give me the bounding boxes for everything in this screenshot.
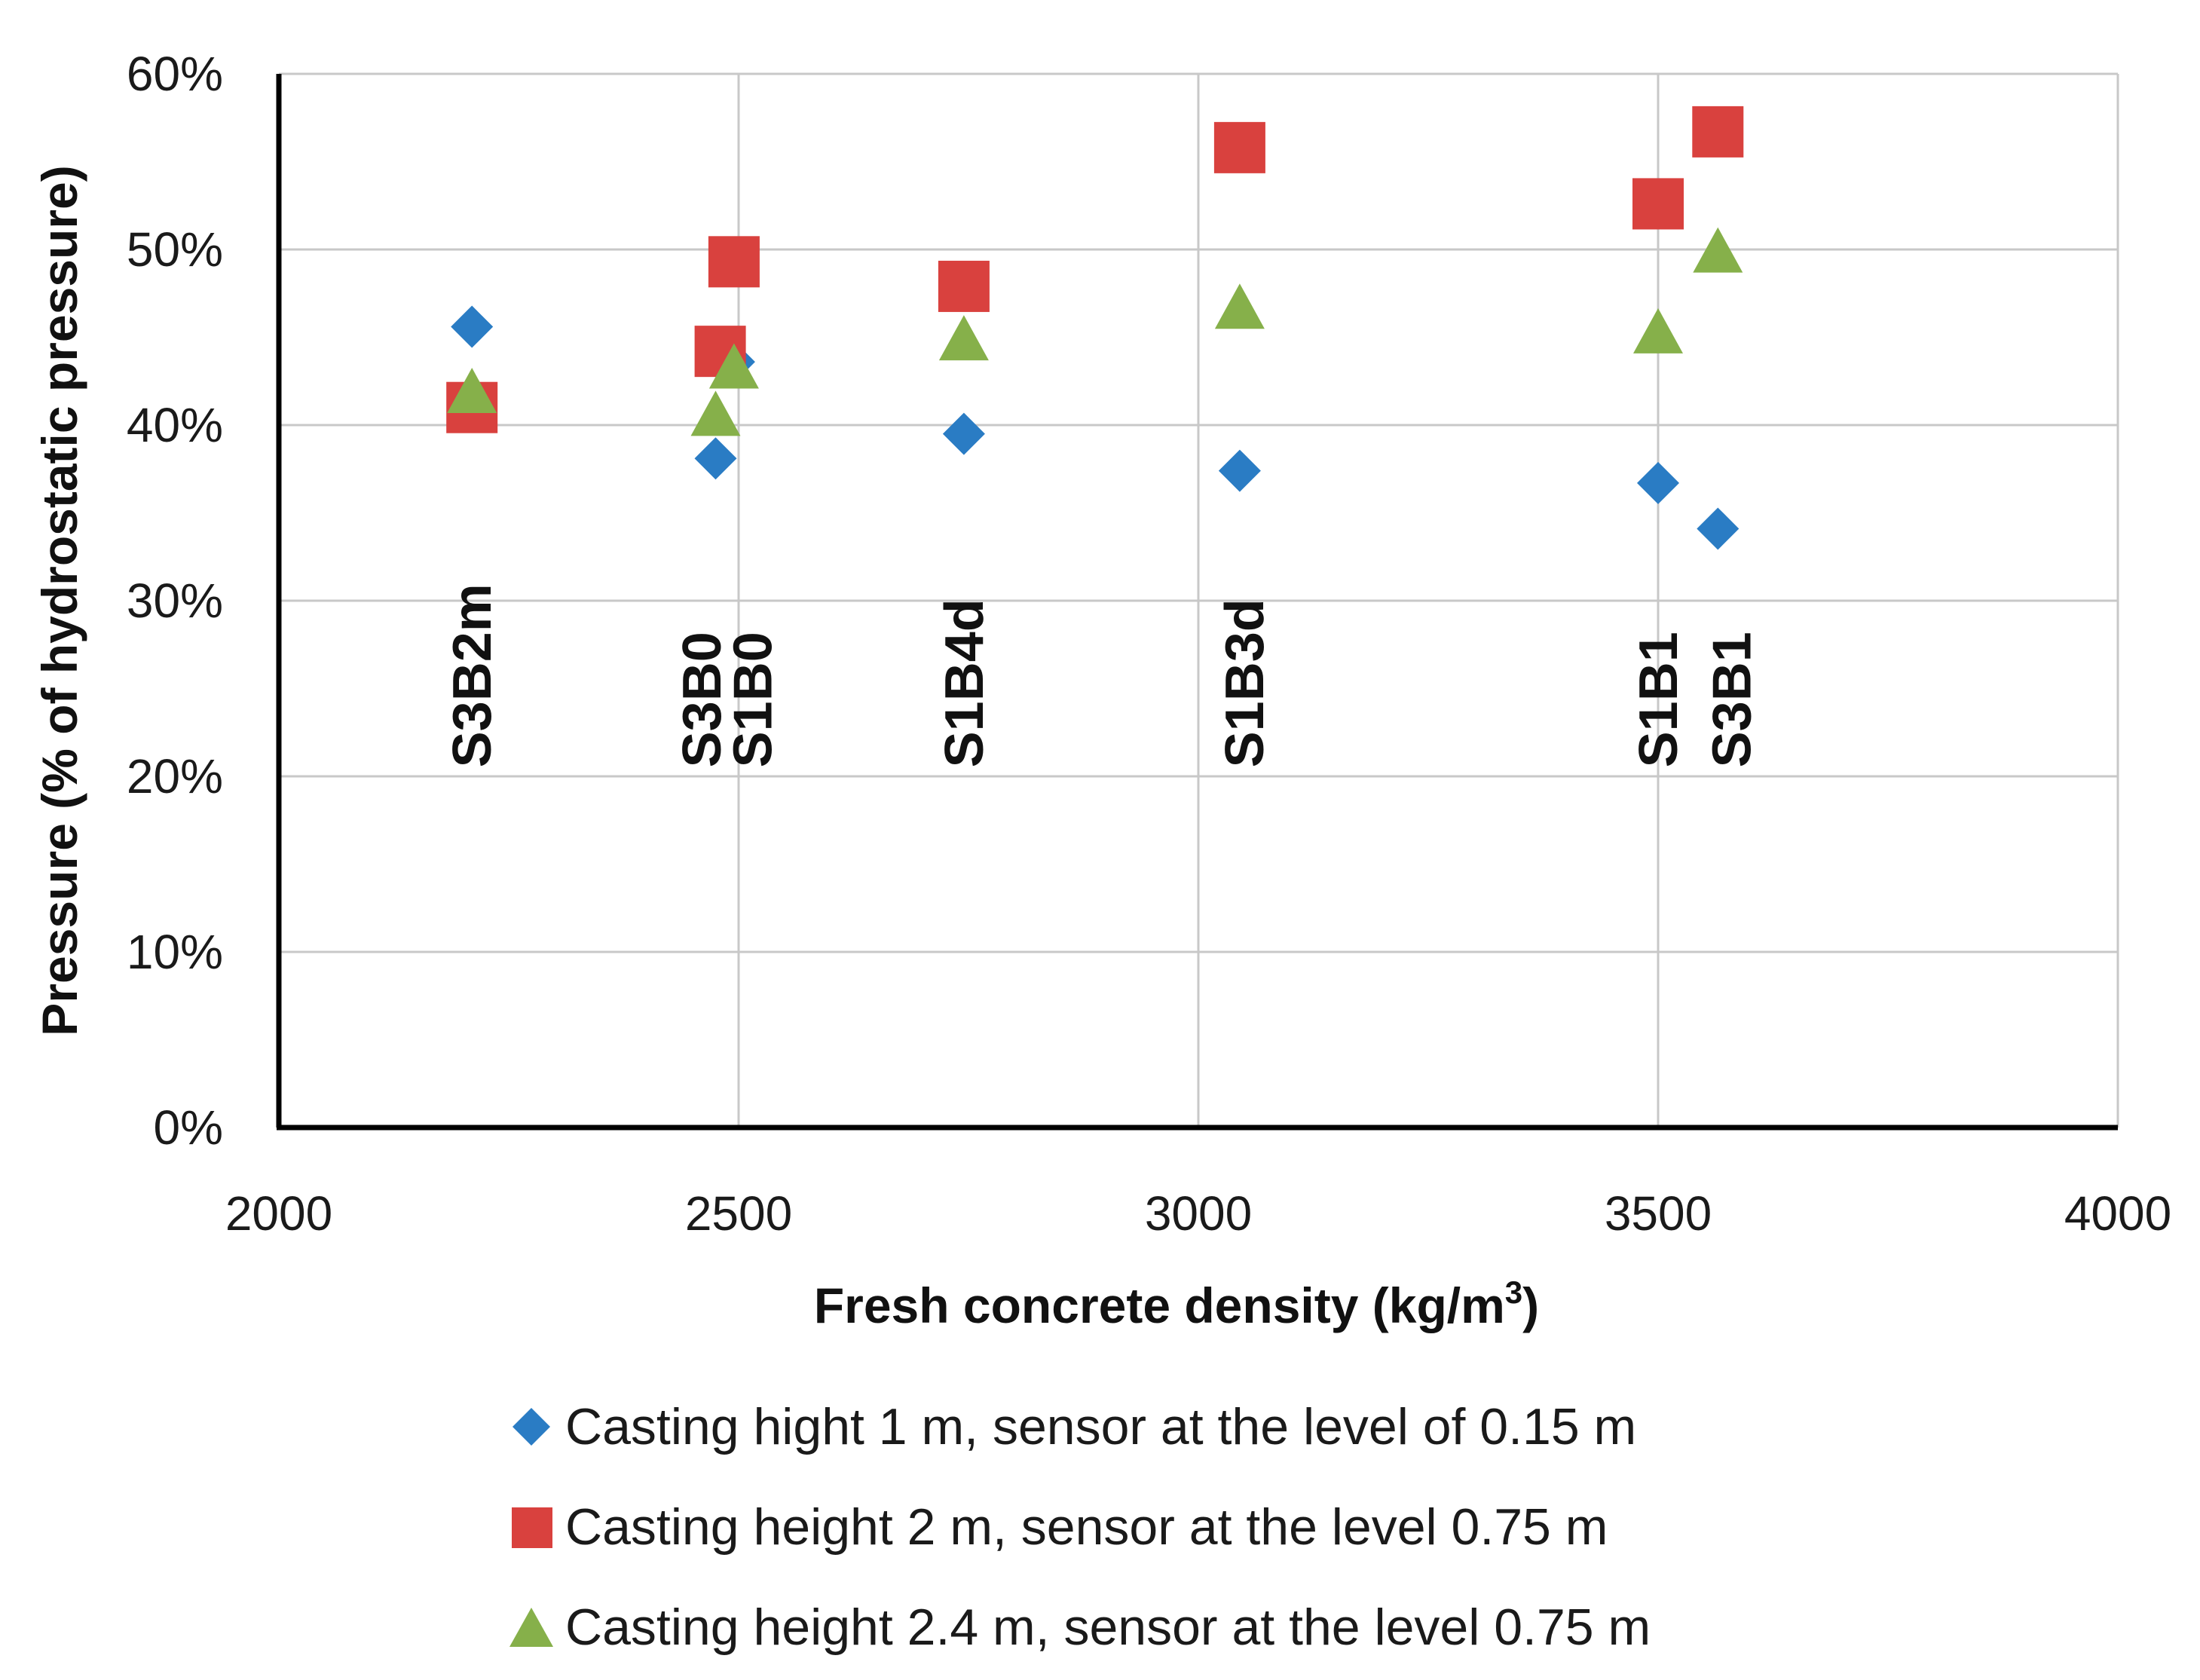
x-tick-labels: 2000 2500 3000 3500 4000 (225, 1186, 2171, 1241)
y-tick-label: 60% (127, 47, 223, 101)
point-diamond (1697, 507, 1739, 550)
y-tick-label: 50% (127, 222, 223, 277)
data-points (446, 106, 1744, 550)
point-diamond (1218, 449, 1261, 492)
sample-label: S1B1 (1629, 632, 1689, 767)
y-axis-title: Pressure (% of hydrostatic pressure) (32, 165, 87, 1036)
y-tick-labels: 0% 10% 20% 30% 40% 50% 60% (127, 47, 223, 1155)
point-diamond (451, 305, 494, 348)
point-triangle (1214, 283, 1265, 329)
legend: Casting hight 1 m, sensor at the level o… (509, 1398, 1651, 1656)
legend-marker-triangle (509, 1608, 553, 1647)
y-tick-label: 30% (127, 574, 223, 628)
legend-marker-diamond (513, 1408, 550, 1446)
point-triangle (1693, 227, 1743, 273)
sample-label: S3B1 (1703, 632, 1763, 767)
x-tick-label: 2500 (685, 1186, 792, 1241)
point-triangle (708, 343, 759, 389)
point-diamond (694, 437, 737, 480)
legend-label: Casting hight 1 m, sensor at the level o… (565, 1398, 1636, 1455)
sample-label: S3B2m (442, 583, 503, 767)
point-diamond (1637, 461, 1679, 504)
sample-label: S1B0 (723, 632, 783, 767)
y-tick-label: 20% (127, 749, 223, 803)
legend-marker-square (512, 1507, 552, 1548)
point-triangle (447, 368, 497, 414)
y-tick-label: 10% (127, 925, 223, 979)
legend-label: Casting height 2 m, sensor at the level … (565, 1498, 1608, 1556)
sample-label: S1B4d (935, 598, 995, 767)
legend-item: Casting height 2.4 m, sensor at the leve… (509, 1599, 1651, 1656)
point-diamond (942, 412, 985, 455)
legend-item: Casting height 2 m, sensor at the level … (512, 1498, 1608, 1556)
x-axis-title: Fresh concrete density (kg/m3) (814, 1275, 1539, 1333)
y-tick-label: 40% (127, 398, 223, 452)
x-tick-label: 4000 (2064, 1186, 2171, 1241)
x-tick-label: 2000 (225, 1186, 332, 1241)
point-square (708, 236, 760, 288)
point-triangle (1633, 308, 1683, 353)
point-triangle (690, 390, 741, 436)
point-square (1213, 121, 1265, 173)
point-triangle (938, 315, 989, 361)
point-square (1632, 178, 1684, 230)
x-axis-title-text: Fresh concrete density (kg/m (814, 1278, 1505, 1333)
axes (276, 74, 2118, 1131)
x-axis-title-close: ) (1522, 1278, 1539, 1333)
sample-label: S3B0 (672, 632, 733, 767)
point-square (938, 260, 990, 312)
legend-label: Casting height 2.4 m, sensor at the leve… (565, 1599, 1651, 1656)
gridlines (279, 72, 2119, 1128)
x-tick-label: 3000 (1145, 1186, 1252, 1241)
sample-label: S1B3d (1215, 598, 1275, 767)
x-tick-label: 3500 (1605, 1186, 1712, 1241)
legend-item: Casting hight 1 m, sensor at the level o… (513, 1398, 1636, 1455)
y-tick-label: 0% (154, 1100, 224, 1155)
point-square (1692, 106, 1744, 158)
x-axis-title-superscript: 3 (1505, 1275, 1522, 1310)
